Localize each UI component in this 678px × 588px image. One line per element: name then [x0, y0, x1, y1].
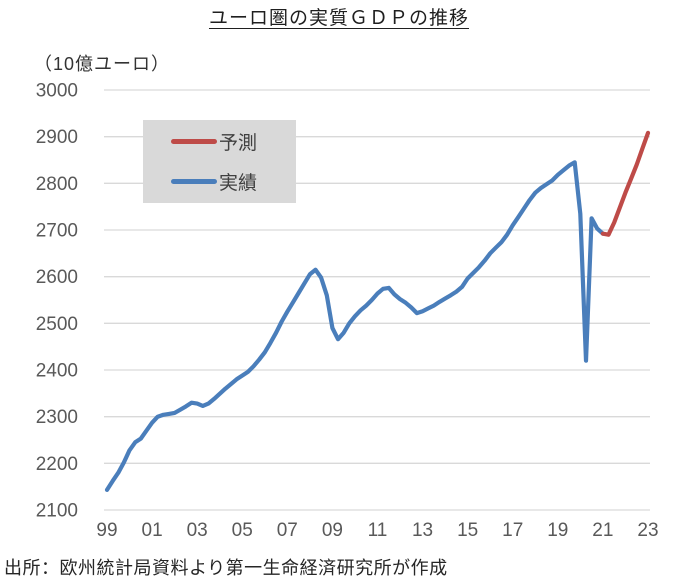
x-tick-label-01: 01 — [142, 520, 163, 541]
page-title: ユーロ圏の実質ＧＤＰの推移 — [208, 8, 469, 29]
y-tick-label-2300: 2300 — [36, 407, 78, 428]
y-tick-label-3000: 3000 — [36, 81, 78, 102]
x-tick-label-19: 19 — [547, 520, 568, 541]
x-tick-label-13: 13 — [412, 520, 433, 541]
forecast-line-swatch — [171, 139, 217, 145]
y-tick-label-2200: 2200 — [36, 454, 78, 475]
chart-legend: 予測 実績 — [143, 120, 296, 203]
legend-item-actual-label: 実績 — [219, 172, 258, 194]
x-tick-label-05: 05 — [232, 520, 253, 541]
y-tick-label-2600: 2600 — [36, 267, 78, 288]
legend-item-forecast-label: 予測 — [219, 133, 258, 155]
x-tick-label-09: 09 — [322, 520, 343, 541]
forecast-series-line — [600, 130, 651, 237]
y-tick-label-2700: 2700 — [36, 221, 78, 242]
y-tick-label-2400: 2400 — [36, 361, 78, 382]
x-tick-label-99: 99 — [96, 520, 117, 541]
source-note: 出所：欧州統計局資料より第一生命経済研究所が作成 — [4, 558, 448, 578]
y-tick-label-2100: 2100 — [36, 501, 78, 522]
y-tick-label-2900: 2900 — [36, 127, 78, 148]
y-axis-unit-label: （10億ユーロ） — [34, 54, 171, 74]
x-tick-label-21: 21 — [592, 520, 613, 541]
actual-line-swatch — [171, 178, 217, 184]
x-tick-label-07: 07 — [277, 520, 298, 541]
y-tick-label-2800: 2800 — [36, 174, 78, 195]
x-tick-label-03: 03 — [187, 520, 208, 541]
x-tick-label-23: 23 — [637, 520, 658, 541]
legend-item-actual: 実績 — [171, 168, 296, 195]
legend-item-forecast: 予測 — [171, 128, 296, 155]
x-tick-label-15: 15 — [457, 520, 478, 541]
y-tick-label-2500: 2500 — [36, 314, 78, 335]
actual-series-line — [104, 160, 606, 492]
x-tick-label-17: 17 — [502, 520, 523, 541]
x-tick-label-11: 11 — [368, 520, 388, 541]
